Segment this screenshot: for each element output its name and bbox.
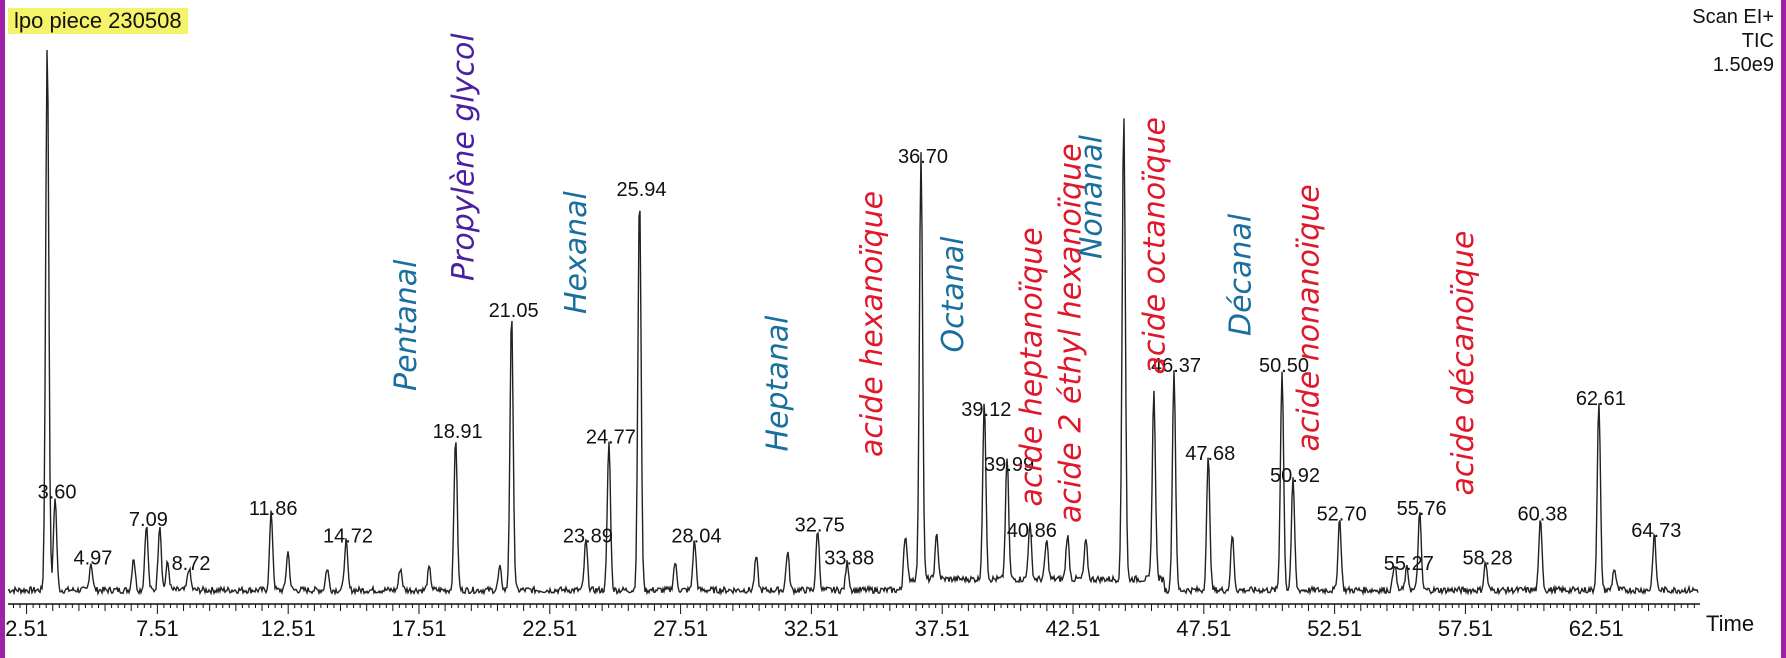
peak-label: 40.86 <box>1007 520 1057 542</box>
peak-label: 18.91 <box>433 421 483 443</box>
compound-annotation: Nonanal <box>1075 134 1110 259</box>
peak-label: 64.73 <box>1631 520 1681 542</box>
peak-label: 58.28 <box>1463 548 1513 570</box>
peak-label: 46.37 <box>1151 355 1201 377</box>
peak-label: 14.72 <box>323 526 373 548</box>
compound-annotation: Propylène glycol <box>447 33 482 281</box>
x-tick-label: 52.51 <box>1307 616 1362 641</box>
scale-label: 1.50e9 <box>1712 54 1774 76</box>
x-tick-label: 37.51 <box>915 616 970 641</box>
peak-label: 50.92 <box>1270 465 1320 487</box>
peak-label: 47.68 <box>1185 443 1235 465</box>
compound-annotation: acide hexanoïque <box>855 191 890 457</box>
frame-right-border <box>1781 0 1786 658</box>
x-tick-label: 62.51 <box>1569 616 1624 641</box>
x-tick-label: 47.51 <box>1176 616 1231 641</box>
peak-label: 24.77 <box>586 427 636 449</box>
peak-label: 32.75 <box>795 515 845 537</box>
peak-label: 23.89 <box>563 526 613 548</box>
peak-label: 60.38 <box>1517 504 1567 526</box>
x-tick-label: 22.51 <box>522 616 577 641</box>
peak-label: 55.76 <box>1397 498 1447 520</box>
peak-label: 25.94 <box>616 179 666 201</box>
compound-annotation: acide 2 éthyl hexanoïque <box>1054 143 1089 523</box>
compound-annotation: Heptanal <box>761 315 796 452</box>
peak-label: 50.50 <box>1259 355 1309 377</box>
x-tick-label: 12.51 <box>261 616 316 641</box>
axis-group: 2.51 7.51 12.51 17.51 22.51 27.51 32.51 37.51 42… <box>5 603 1700 641</box>
peak-label: 55.27 <box>1384 553 1434 575</box>
x-tick-label: 17.51 <box>391 616 446 641</box>
peak-label: 4.97 <box>73 548 112 570</box>
x-tick-label: 7.51 <box>136 616 179 641</box>
compound-annotation: Hexanal <box>559 190 594 314</box>
peak-labels: 3.60 4.97 7.098.72 11.86 14.72 18.91 21.05 23.8… <box>38 146 1682 575</box>
scan-mode-label: Scan EI+ <box>1692 6 1774 28</box>
peak-label: 7.09 <box>129 509 168 531</box>
peak-label: 62.61 <box>1576 388 1626 410</box>
peak-label: 8.72 <box>172 553 211 575</box>
sample-label: lpo piece 230508 <box>8 8 188 34</box>
x-tick-label: 2.51 <box>5 616 48 641</box>
x-axis-title: Time <box>1706 611 1754 636</box>
peak-label: 39.12 <box>961 399 1011 421</box>
x-tick-label: 32.51 <box>784 616 839 641</box>
peak-label: 39.99 <box>984 454 1034 476</box>
x-tick-label: 57.51 <box>1438 616 1493 641</box>
peak-label: 3.60 <box>38 482 77 504</box>
compound-annotation: acide nonanoïque <box>1292 184 1327 451</box>
peak-label: 21.05 <box>489 300 539 322</box>
frame-left-border <box>0 0 5 658</box>
peak-label: 36.70 <box>898 146 948 168</box>
peak-label: 11.86 <box>249 498 298 520</box>
x-tick-label: 27.51 <box>653 616 708 641</box>
x-tick-label: 42.51 <box>1045 616 1100 641</box>
peak-label: 28.04 <box>671 526 721 548</box>
peak-label: 33.88 <box>824 548 874 570</box>
compound-annotation: acide heptanoïque <box>1014 227 1049 506</box>
compound-annotation: acide décanoïque <box>1446 231 1481 496</box>
compound-annotation: Octanal <box>936 236 971 353</box>
signal-type-label: TIC <box>1741 30 1774 52</box>
handwritten-annotations: Pentanal Propylène glycol Hexanal Heptanal a… <box>389 33 1481 523</box>
compound-annotation: Décanal <box>1224 213 1259 336</box>
peak-label: 52.70 <box>1317 504 1367 526</box>
compound-annotation: Pentanal <box>389 259 424 391</box>
compound-annotation: acide octanoïque <box>1137 117 1172 374</box>
tic-trace <box>7 49 1699 597</box>
